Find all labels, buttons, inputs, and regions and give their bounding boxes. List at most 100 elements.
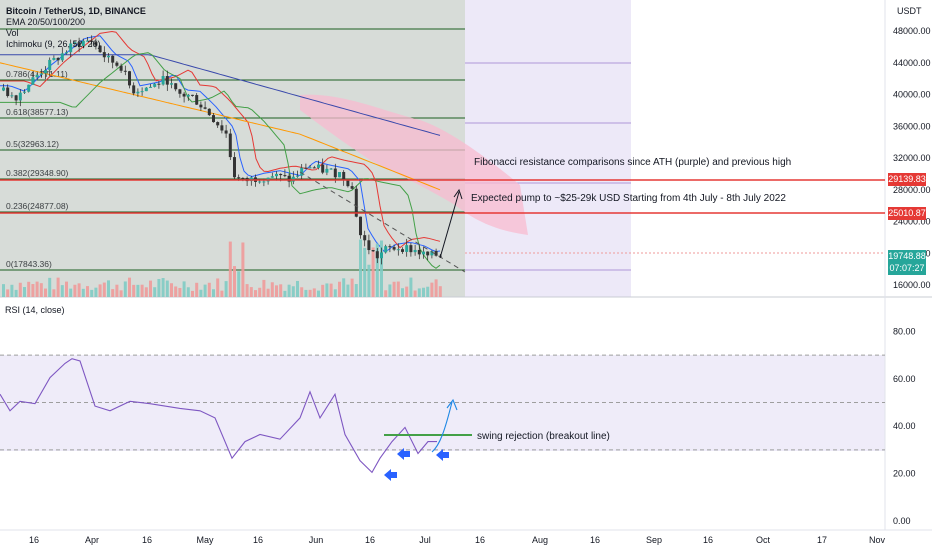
candle-body xyxy=(405,245,409,252)
candle-body xyxy=(380,252,383,259)
candle-body xyxy=(48,59,52,71)
volume-bar xyxy=(102,282,106,297)
volume-bar xyxy=(186,287,190,297)
time-tick-label: Jun xyxy=(309,535,324,545)
price-tick-label: 32000.00 xyxy=(893,153,931,163)
volume-bar xyxy=(136,284,140,297)
candlesticks xyxy=(2,35,442,265)
candle-body xyxy=(350,186,354,189)
candle-body xyxy=(392,247,396,250)
candle-body xyxy=(308,167,312,169)
candle-body xyxy=(178,89,182,94)
volume-bar xyxy=(228,241,232,297)
volume-bar xyxy=(191,290,194,297)
price-tick-label: 44000.00 xyxy=(893,58,931,68)
candle-body xyxy=(338,172,341,178)
volume-bar xyxy=(430,282,434,297)
volume-bar xyxy=(262,279,266,297)
candle-body xyxy=(81,40,85,46)
candle-body xyxy=(228,133,232,158)
volume-bar xyxy=(338,281,341,297)
volume-bar xyxy=(413,290,417,297)
volume-bar xyxy=(375,243,379,297)
volume-bar xyxy=(119,290,123,297)
indicator-ema[interactable]: EMA 20/50/100/200 xyxy=(6,17,86,27)
volume-bar xyxy=(329,283,333,297)
candle-body xyxy=(233,157,236,178)
candle-body xyxy=(14,95,18,101)
candle-body xyxy=(422,251,425,255)
candle-body xyxy=(342,172,346,180)
volume-bar xyxy=(207,282,211,297)
volume-bar xyxy=(304,289,308,297)
projection-arrow xyxy=(439,191,460,259)
candle-body xyxy=(367,240,371,251)
fib-level-label: 0.382(29348.90) xyxy=(6,168,69,178)
volume-bar xyxy=(14,289,18,297)
price-tick-label: 48000.00 xyxy=(893,26,931,36)
volume-bar xyxy=(321,284,325,297)
volume-bar xyxy=(296,280,299,297)
candle-body xyxy=(10,95,14,97)
candle-body xyxy=(69,43,73,53)
time-tick-label: 16 xyxy=(365,535,375,545)
ema-200-line xyxy=(0,54,441,136)
rsi-indicator[interactable]: 80.00 60.00 40.00 20.00 0.00 xyxy=(0,326,916,526)
symbol-title[interactable]: Bitcoin / TetherUS, 1D, BINANCE xyxy=(6,6,146,16)
rsi-tick-label: 20.00 xyxy=(893,469,916,479)
volume-bar xyxy=(438,286,442,297)
volume-bar xyxy=(31,284,35,297)
volume-bar xyxy=(81,288,85,297)
volume-bars xyxy=(2,239,442,297)
last-price-tag: 19748.88 xyxy=(888,250,926,263)
ichimoku-lagging-line xyxy=(0,52,441,269)
candle-body xyxy=(333,168,337,178)
time-tick-label: Oct xyxy=(756,535,771,545)
resistance-lines[interactable] xyxy=(0,179,885,254)
candle-body xyxy=(287,175,291,182)
volume-bar xyxy=(86,286,89,297)
volume-bar xyxy=(325,283,329,297)
resistance-tag-2: 25010.87 xyxy=(888,207,926,220)
pump-annotation[interactable]: Expected pump to ~$25-29k USD Starting f… xyxy=(471,193,786,204)
time-tick-label: May xyxy=(196,535,214,545)
volume-bar xyxy=(266,288,270,297)
volume-bar xyxy=(170,283,173,297)
fib-level-label: 0(17843.36) xyxy=(6,259,52,269)
volume-bar xyxy=(388,284,392,297)
candle-body xyxy=(321,164,325,173)
candle-body xyxy=(73,42,77,44)
candle-body xyxy=(157,83,161,85)
volume-bar xyxy=(270,282,274,297)
candle-body xyxy=(39,73,43,75)
volume-bar xyxy=(27,281,31,297)
candle-body xyxy=(401,249,404,252)
ema-100-line xyxy=(0,62,441,191)
volume-bar xyxy=(144,287,148,297)
rsi-title[interactable]: RSI (14, close) xyxy=(5,305,65,315)
candle-body xyxy=(77,42,81,46)
chart-legend: Bitcoin / TetherUS, 1D, BINANCE EMA 20/5… xyxy=(6,6,146,50)
candle-body xyxy=(186,94,190,97)
volume-bar xyxy=(401,288,404,297)
ema-lines xyxy=(0,30,441,269)
indicator-vol[interactable]: Vol xyxy=(6,28,19,38)
volume-bar xyxy=(128,277,131,297)
volume-bar xyxy=(52,289,56,297)
volume-bar xyxy=(291,286,295,297)
trend-drawings[interactable] xyxy=(299,171,466,273)
candle-body xyxy=(119,65,123,71)
resistance-tag-1: 29139.83 xyxy=(888,173,926,186)
indicator-ichimoku[interactable]: Ichimoku (9, 26, 52, 26) xyxy=(6,39,101,49)
volume-bar xyxy=(161,278,165,297)
swing-annotation[interactable]: swing rejection (breakout line) xyxy=(477,431,610,442)
candle-body xyxy=(346,179,350,187)
fib-annotation[interactable]: Fibonacci resistance comparisons since A… xyxy=(474,157,792,168)
volume-bar xyxy=(69,288,73,297)
volume-bar xyxy=(254,290,257,297)
time-axis[interactable]: 16 Apr 16 May 16 Jun 16 Jul 16 Aug 16 Sep 16 Oct 17 Nov xyxy=(29,535,886,545)
volume-bar xyxy=(371,247,375,297)
rsi-projection-arrow-head xyxy=(446,398,458,411)
